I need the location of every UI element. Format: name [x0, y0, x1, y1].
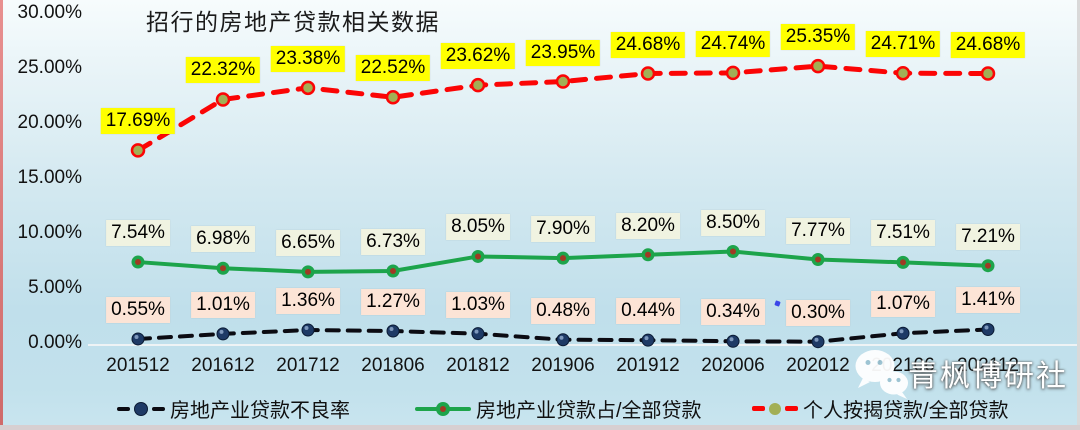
legend-item-re-loan-share: 房地产业贷款占/全部贷款 [415, 394, 702, 423]
data-point-marker [555, 74, 571, 89]
marker-highlight [219, 329, 224, 334]
data-point-marker [300, 80, 316, 96]
marker-center-dot [900, 259, 906, 266]
marker-center-dot [985, 262, 991, 269]
green-line-swatch [415, 401, 471, 416]
marker-center-dot [645, 251, 651, 258]
legend-item-npl-rate: 房地产业贷款不良率 [117, 394, 350, 423]
chart-title: 招行的房地产贷款相关数据 [146, 10, 440, 35]
data-point-marker [895, 65, 911, 81]
right-edge-strip [1077, 0, 1080, 430]
marker-highlight [899, 329, 904, 334]
marker-center-dot [475, 253, 481, 260]
marker-highlight [474, 329, 479, 334]
data-point-marker [810, 58, 826, 74]
marker-center-dot [560, 255, 566, 262]
red-dashed-line-swatch [752, 402, 798, 415]
marker-center-dot [220, 265, 226, 272]
marker-highlight [814, 337, 819, 342]
legend-label: 房地产业贷款不良率 [170, 400, 350, 422]
wechat-icon [852, 346, 910, 405]
marker-highlight [134, 334, 139, 339]
marker-center-dot [135, 259, 141, 266]
marker-center-dot [815, 256, 821, 263]
data-point-marker [130, 143, 146, 158]
black-dashed-line-swatch [117, 401, 165, 416]
marker-highlight [389, 327, 394, 332]
data-point-marker [980, 66, 996, 81]
marker-center-dot [730, 248, 736, 255]
marker-highlight [644, 336, 649, 341]
marker-highlight [729, 337, 734, 342]
marker-center-dot [305, 268, 311, 275]
legend-label: 个人按揭贷款/全部贷款 [803, 400, 1009, 422]
marker-highlight [984, 325, 989, 330]
data-point-marker [640, 66, 656, 81]
left-edge-strip [0, 0, 3, 430]
bottom-edge-strip [0, 425, 1080, 430]
legend-label: 房地产业贷款占/全部贷款 [476, 400, 702, 422]
legend-item-mortgage-share: 个人按揭贷款/全部贷款 [752, 394, 1009, 423]
watermark-text: 青枫博研社 [908, 360, 1068, 393]
data-point-marker [725, 65, 741, 81]
marker-highlight [559, 335, 564, 340]
data-point-marker [385, 90, 401, 105]
marker-center-dot [390, 267, 396, 274]
data-point-marker [470, 77, 486, 93]
data-point-marker [215, 92, 231, 107]
marker-highlight [304, 326, 309, 331]
